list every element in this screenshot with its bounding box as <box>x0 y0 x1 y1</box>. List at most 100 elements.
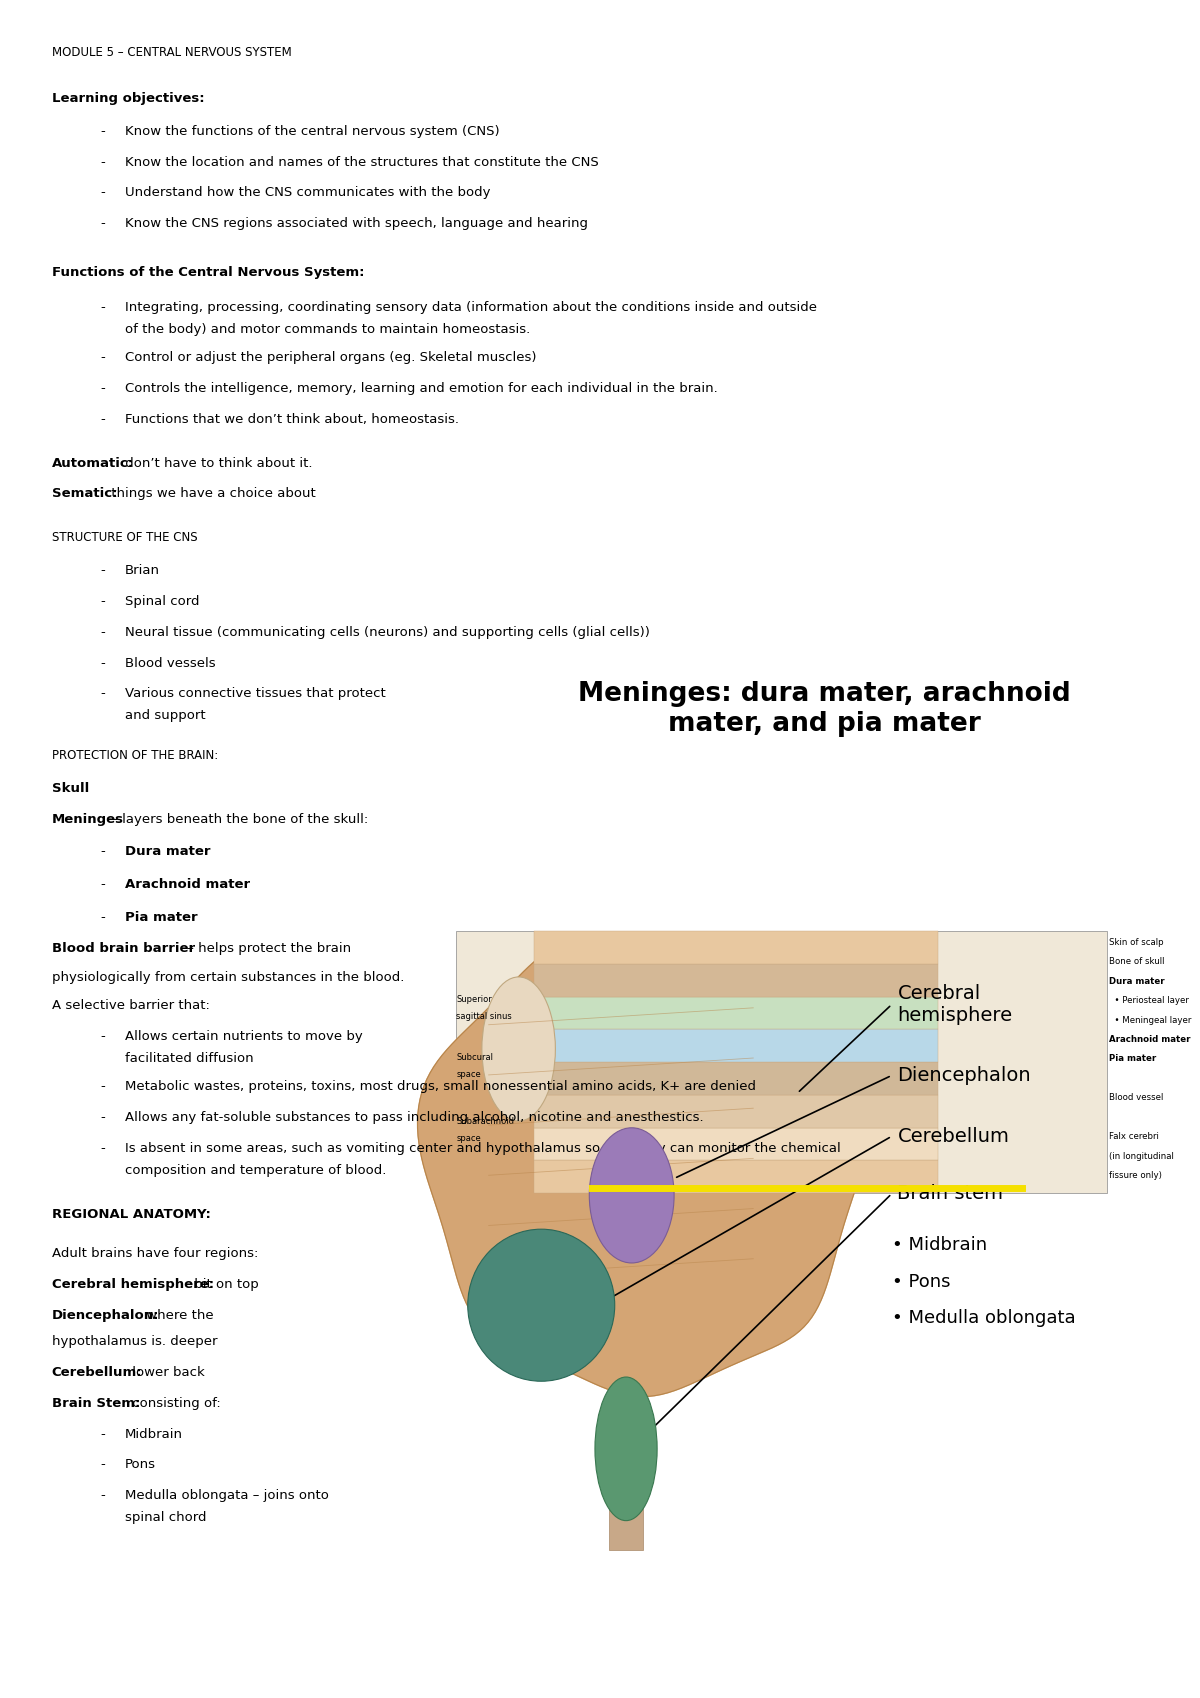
Bar <box>534 1160 937 1194</box>
Text: -: - <box>101 627 106 638</box>
Text: -: - <box>101 1080 106 1094</box>
Text: facilitated diffusion: facilitated diffusion <box>125 1053 253 1065</box>
Text: -: - <box>101 382 106 396</box>
Text: -: - <box>101 1031 106 1043</box>
Text: Brian: Brian <box>125 564 160 577</box>
Text: Sematic:: Sematic: <box>52 487 118 501</box>
Text: Controls the intelligence, memory, learning and emotion for each individual in t: Controls the intelligence, memory, learn… <box>125 382 718 396</box>
Text: Subcural: Subcural <box>456 1053 493 1061</box>
Text: Blood vessels: Blood vessels <box>125 657 216 669</box>
Bar <box>534 1095 937 1127</box>
Text: Allows certain nutrients to move by: Allows certain nutrients to move by <box>125 1031 362 1043</box>
Text: Know the CNS regions associated with speech, language and hearing: Know the CNS regions associated with spe… <box>125 217 588 231</box>
Text: Diencephalon:: Diencephalon: <box>52 1309 160 1323</box>
Text: Learning objectives:: Learning objectives: <box>52 92 204 105</box>
Text: Subarachnoid: Subarachnoid <box>456 1117 515 1126</box>
Text: Cerebral
hemisphere: Cerebral hemisphere <box>898 983 1013 1026</box>
Text: Is absent in some areas, such as vomiting center and hypothalamus so that they c: Is absent in some areas, such as vomitin… <box>125 1143 841 1155</box>
Ellipse shape <box>595 1377 658 1521</box>
Text: Brain stem: Brain stem <box>898 1184 1003 1204</box>
Text: things we have a choice about: things we have a choice about <box>107 487 316 501</box>
Text: -: - <box>101 301 106 314</box>
Text: Meninges: dura mater, arachnoid
mater, and pia mater: Meninges: dura mater, arachnoid mater, a… <box>577 681 1070 737</box>
Text: Pons: Pons <box>125 1459 156 1470</box>
Text: Pia mater: Pia mater <box>125 912 198 924</box>
Text: -: - <box>101 1489 106 1503</box>
Text: Cerebellum:: Cerebellum: <box>52 1365 143 1379</box>
Text: where the: where the <box>142 1309 214 1323</box>
Text: -: - <box>101 1110 106 1124</box>
Text: STRUCTURE OF THE CNS: STRUCTURE OF THE CNS <box>52 531 197 545</box>
Text: Understand how the CNS communicates with the body: Understand how the CNS communicates with… <box>125 187 491 199</box>
Text: Falx cerebri: Falx cerebri <box>1109 1133 1159 1141</box>
Text: -: - <box>101 846 106 859</box>
Text: • Midbrain: • Midbrain <box>892 1236 986 1253</box>
Text: -: - <box>101 912 106 924</box>
Text: A selective barrier that:: A selective barrier that: <box>52 998 210 1012</box>
Text: Cerebellum: Cerebellum <box>898 1127 1009 1146</box>
Text: -: - <box>101 413 106 426</box>
Text: -: - <box>101 187 106 199</box>
Text: space: space <box>456 1134 481 1143</box>
Text: – layers beneath the bone of the skull:: – layers beneath the bone of the skull: <box>107 813 368 825</box>
Text: Know the location and names of the structures that constitute the CNS: Know the location and names of the struc… <box>125 156 599 168</box>
Text: Midbrain: Midbrain <box>125 1428 184 1440</box>
FancyBboxPatch shape <box>456 931 1106 1194</box>
Text: Skull: Skull <box>52 781 89 795</box>
Text: Skin of scalp: Skin of scalp <box>1109 937 1164 947</box>
Text: Arachnoid mater: Arachnoid mater <box>125 878 251 891</box>
Text: Functions that we don’t think about, homeostasis.: Functions that we don’t think about, hom… <box>125 413 460 426</box>
Text: consisting of:: consisting of: <box>127 1397 221 1409</box>
Text: Medulla oblongata – joins onto: Medulla oblongata – joins onto <box>125 1489 329 1503</box>
Text: Allows any fat-soluble substances to pass including alcohol, nicotine and anesth: Allows any fat-soluble substances to pas… <box>125 1110 703 1124</box>
Text: -: - <box>101 351 106 365</box>
Text: Neural tissue (communicating cells (neurons) and supporting cells (glial cells)): Neural tissue (communicating cells (neur… <box>125 627 650 638</box>
Text: -: - <box>101 688 106 700</box>
Text: Blood brain barrier: Blood brain barrier <box>52 942 194 954</box>
Bar <box>534 1029 937 1061</box>
Text: – helps protect the brain: – helps protect the brain <box>184 942 352 954</box>
Text: -: - <box>101 564 106 577</box>
Text: space: space <box>456 1070 481 1078</box>
Bar <box>534 964 937 997</box>
Text: hypothalamus is. deeper: hypothalamus is. deeper <box>52 1335 217 1348</box>
Text: REGIONAL ANATOMY:: REGIONAL ANATOMY: <box>52 1207 210 1221</box>
Text: composition and temperature of blood.: composition and temperature of blood. <box>125 1163 386 1177</box>
Text: Blood vessel: Blood vessel <box>1109 1094 1163 1102</box>
Text: -: - <box>101 657 106 669</box>
Text: Adult brains have four regions:: Adult brains have four regions: <box>52 1248 258 1260</box>
Text: of the body) and motor commands to maintain homeostasis.: of the body) and motor commands to maint… <box>125 323 530 336</box>
Text: • Pons: • Pons <box>892 1274 950 1290</box>
Text: sagittal sinus: sagittal sinus <box>456 1012 512 1020</box>
Text: Dura mater: Dura mater <box>1109 976 1164 987</box>
Text: Functions of the Central Nervous System:: Functions of the Central Nervous System: <box>52 265 364 278</box>
Text: Diencephalon: Diencephalon <box>898 1066 1031 1085</box>
Text: Control or adjust the peripheral organs (eg. Skeletal muscles): Control or adjust the peripheral organs … <box>125 351 536 365</box>
Text: Automatic:: Automatic: <box>52 457 133 470</box>
Text: Bone of skull: Bone of skull <box>1109 958 1164 966</box>
Text: PROTECTION OF THE BRAIN:: PROTECTION OF THE BRAIN: <box>52 749 218 762</box>
Text: • Meningeal layer: • Meningeal layer <box>1109 1015 1192 1024</box>
Text: -: - <box>101 156 106 168</box>
Text: -: - <box>101 126 106 138</box>
Text: and support: and support <box>125 710 205 722</box>
Text: bit on top: bit on top <box>190 1279 259 1290</box>
Text: Arachnoid mater: Arachnoid mater <box>1109 1036 1190 1044</box>
Text: Know the functions of the central nervous system (CNS): Know the functions of the central nervou… <box>125 126 499 138</box>
Text: Dura mater: Dura mater <box>125 846 211 859</box>
Bar <box>534 1127 937 1160</box>
Text: fissure only): fissure only) <box>1109 1172 1162 1180</box>
Text: -: - <box>101 1459 106 1470</box>
Text: Brain Stem:: Brain Stem: <box>52 1397 140 1409</box>
Text: Superior: Superior <box>456 995 492 1004</box>
Text: • Periosteal layer: • Periosteal layer <box>1109 997 1189 1005</box>
Text: (in longitudinal: (in longitudinal <box>1109 1151 1174 1161</box>
Polygon shape <box>418 939 869 1396</box>
Text: • Medulla oblongata: • Medulla oblongata <box>892 1309 1075 1326</box>
Text: physiologically from certain substances in the blood.: physiologically from certain substances … <box>52 971 404 983</box>
Ellipse shape <box>589 1127 674 1263</box>
Text: spinal chord: spinal chord <box>125 1511 206 1525</box>
Bar <box>534 997 937 1029</box>
Bar <box>610 1448 643 1550</box>
Text: Metabolic wastes, proteins, toxins, most drugs, small nonessential amino acids, : Metabolic wastes, proteins, toxins, most… <box>125 1080 756 1094</box>
